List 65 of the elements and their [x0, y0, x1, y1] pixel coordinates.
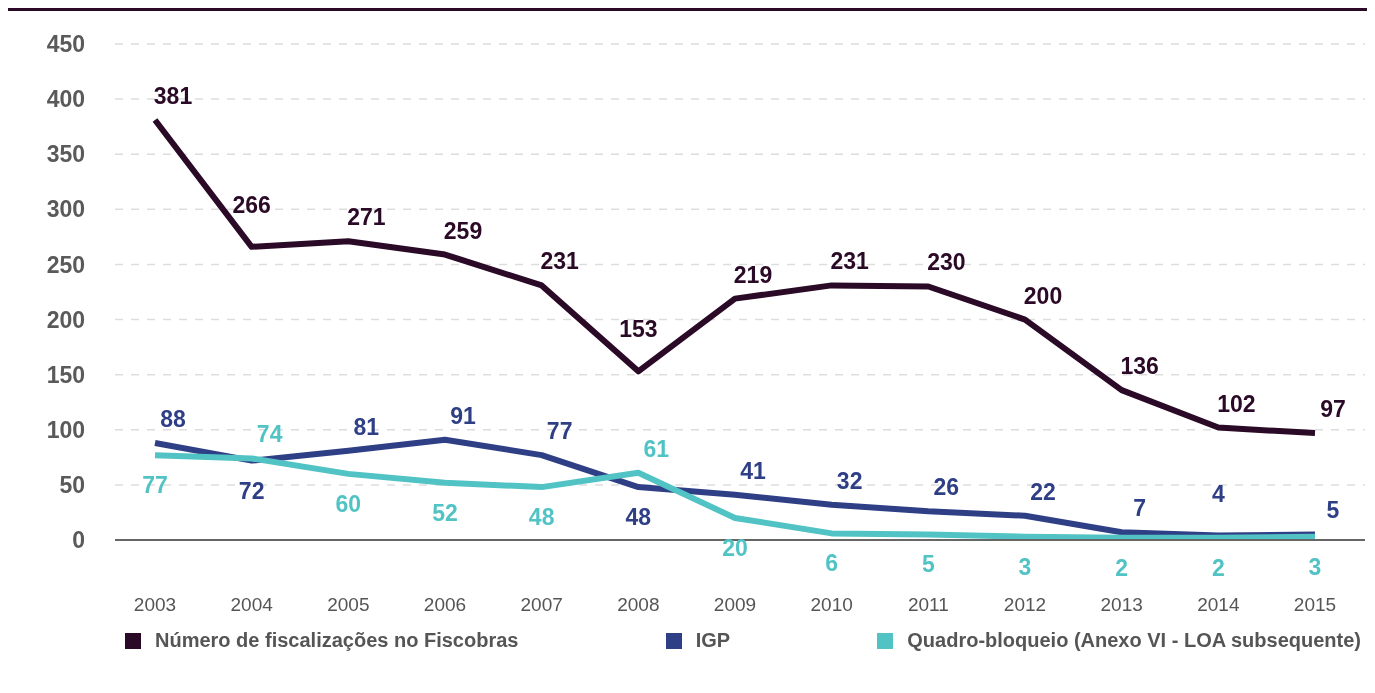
data-label: 5: [921, 551, 935, 578]
x-tick-label: 2014: [1197, 594, 1240, 616]
x-tick-label: 2013: [1100, 594, 1143, 616]
data-label: 153: [619, 316, 658, 343]
x-tick-label: 2003: [133, 594, 177, 616]
data-label: 381: [153, 83, 193, 110]
data-label: 5: [1326, 497, 1340, 524]
y-tick-label: 450: [46, 31, 85, 58]
data-label: 20: [722, 534, 748, 561]
y-tick-label: 400: [46, 86, 85, 113]
data-label: 60: [335, 490, 362, 517]
x-tick-label: 2008: [617, 594, 660, 616]
data-label: 81: [353, 413, 380, 440]
y-tick-label: 200: [46, 306, 85, 333]
data-label: 6: [825, 550, 839, 577]
data-label: 231: [540, 248, 580, 275]
data-label: 136: [1120, 353, 1159, 380]
data-label: 4: [1211, 480, 1225, 507]
data-label: 26: [933, 474, 960, 501]
data-label: 7: [1133, 495, 1147, 522]
data-label: 102: [1217, 390, 1256, 417]
y-tick-label: 250: [46, 251, 85, 278]
data-label: 41: [740, 457, 766, 484]
data-label: 52: [432, 499, 458, 526]
x-tick-label: 2015: [1293, 594, 1337, 616]
data-label: 3: [1308, 553, 1322, 580]
data-label: 72: [238, 477, 265, 504]
x-tick-label: 2004: [230, 594, 274, 616]
data-label: 48: [625, 504, 652, 531]
data-label: 266: [232, 191, 271, 218]
data-label: 91: [450, 402, 476, 429]
y-tick-label: 50: [59, 472, 85, 499]
legend-label: IGP: [695, 629, 731, 652]
data-label: 88: [160, 406, 186, 432]
y-tick-label: 150: [46, 361, 85, 388]
data-label: 219: [733, 261, 773, 288]
data-label: 259: [443, 217, 483, 244]
data-label: 77: [142, 472, 168, 499]
legend-label: Quadro-bloqueio (Anexo VI - LOA subsequente): [907, 629, 1361, 652]
data-label: 2: [1115, 554, 1129, 581]
data-label: 32: [836, 467, 863, 494]
data-label: 48: [528, 504, 555, 531]
data-label: 22: [1030, 478, 1056, 505]
data-label: 77: [546, 418, 573, 445]
x-tick-label: 2005: [327, 594, 370, 616]
x-tick-label: 2012: [1003, 594, 1047, 616]
data-label: 97: [1320, 396, 1346, 423]
y-tick-label: 350: [46, 141, 85, 168]
x-tick-label: 2011: [907, 594, 949, 616]
data-label: 2: [1211, 554, 1225, 581]
data-label: 230: [927, 249, 966, 276]
data-label: 61: [643, 435, 670, 462]
x-tick-label: 2010: [810, 594, 853, 616]
data-label: 74: [256, 421, 283, 448]
legend-label: Número de fiscalizações no Fiscobras: [155, 629, 519, 652]
y-tick-label: 300: [46, 196, 85, 223]
y-tick-label: 0: [72, 527, 85, 554]
data-label: 200: [1023, 282, 1063, 309]
data-label: 3: [1018, 553, 1032, 580]
y-tick-label: 100: [46, 416, 85, 443]
x-tick-label: 2006: [423, 594, 467, 616]
x-tick-label: 2009: [713, 594, 757, 616]
data-label: 231: [830, 248, 870, 275]
data-label: 271: [347, 204, 386, 231]
x-tick-label: 2007: [520, 594, 563, 616]
